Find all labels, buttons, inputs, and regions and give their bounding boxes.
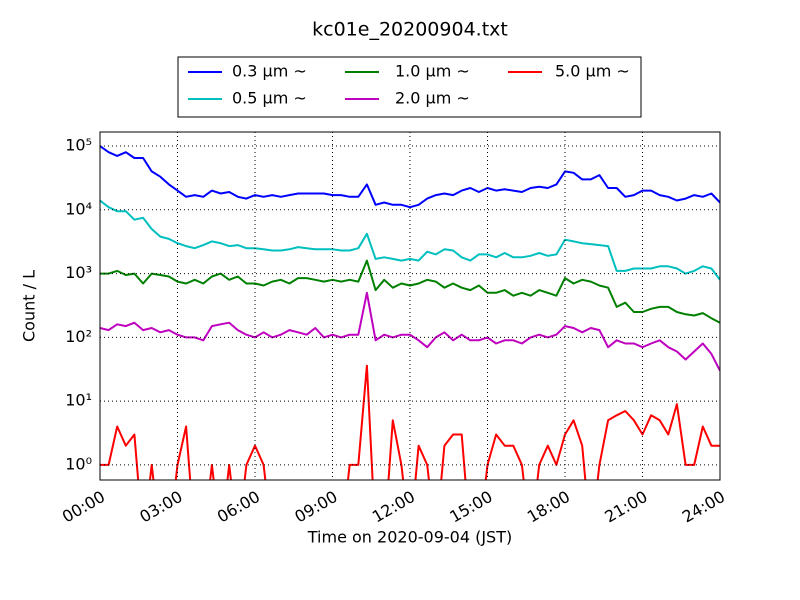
x-tick-label: 24:00: [679, 487, 728, 527]
y-tick-label: 10⁴: [65, 199, 92, 218]
legend-label: 5.0 μm ~: [555, 62, 630, 81]
data-line: [100, 145, 720, 209]
y-tick-label: 10⁰: [65, 454, 92, 473]
x-tick-label: 03:00: [136, 487, 185, 527]
y-axis-label: Count / L: [20, 270, 39, 342]
legend-label: 0.5 μm ~: [232, 89, 307, 108]
y-tick-label: 10⁵: [65, 136, 92, 155]
x-tick-label: 15:00: [446, 487, 495, 527]
plot-area: [100, 145, 720, 480]
x-tick-label: 12:00: [369, 487, 418, 527]
legend: [177, 56, 642, 118]
y-tick-label: 10³: [65, 263, 92, 282]
legend-label: 2.0 μm ~: [395, 89, 470, 108]
y-tick-label: 10²: [65, 327, 92, 346]
legend-label: 0.3 μm ~: [232, 62, 307, 81]
data-line: [100, 259, 720, 324]
x-tick-label: 06:00: [214, 487, 263, 527]
x-tick-label: 00:00: [59, 487, 108, 527]
data-line: [100, 364, 720, 480]
legend-label: 1.0 μm ~: [395, 62, 470, 81]
data-line: [100, 199, 720, 281]
y-tick-label: 10¹: [65, 391, 92, 410]
x-tick-label: 09:00: [291, 487, 340, 527]
data-line: [100, 291, 720, 372]
x-tick-label: 21:00: [601, 487, 650, 527]
x-axis-label: Time on 2020-09-04 (JST): [307, 528, 512, 547]
chart-title: kc01e_20200904.txt: [312, 19, 508, 41]
x-tick-label: 18:00: [524, 487, 573, 527]
